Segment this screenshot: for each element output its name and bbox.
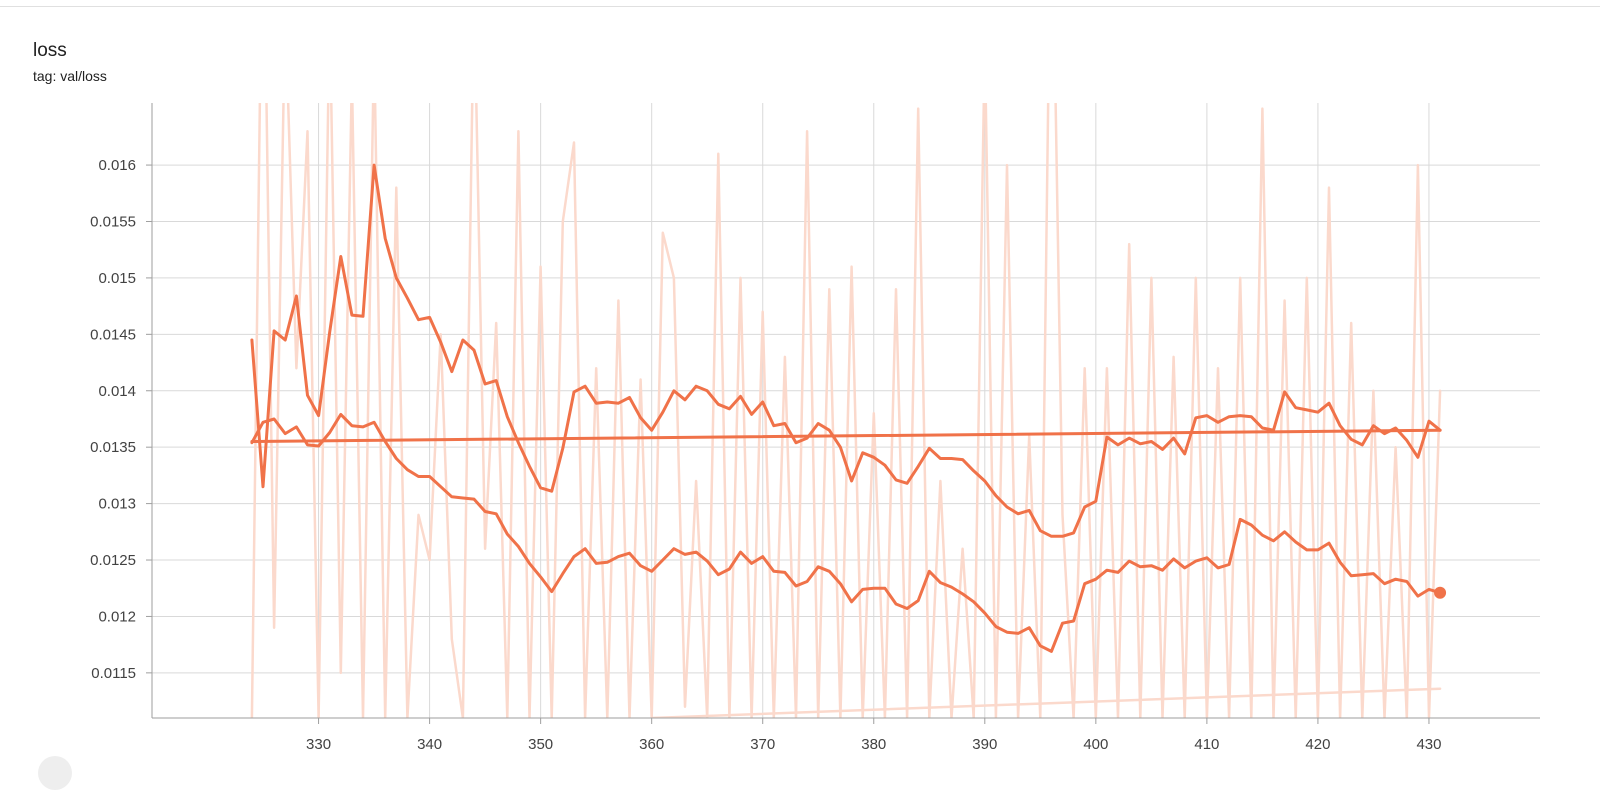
y-tick-label-3: 0.013 xyxy=(98,496,136,513)
y-tick-label-2: 0.0125 xyxy=(90,552,136,569)
y-tick-label-7: 0.015 xyxy=(98,270,136,287)
smoothed-series-line-1 xyxy=(250,412,1442,653)
y-tick-label-1: 0.012 xyxy=(98,608,136,625)
x-tick-label-410: 410 xyxy=(1194,736,1219,753)
loss-chart[interactable]: 330 340 350 360 370 380 390 400 410 420 430 0.0115 0… xyxy=(0,0,1600,774)
x-tick-label-430: 430 xyxy=(1416,736,1441,753)
y-tick-label-6: 0.0145 xyxy=(90,326,136,343)
x-tick-label-340: 340 xyxy=(417,736,442,753)
y-tick-label-8: 0.0155 xyxy=(90,213,136,230)
x-tick-label-360: 360 xyxy=(639,736,664,753)
last-point-marker xyxy=(1434,586,1447,599)
x-tick-label-350: 350 xyxy=(528,736,553,753)
x-tick-label-330: 330 xyxy=(306,736,331,753)
smoothed-series-line-0 xyxy=(250,163,1442,538)
last-point-group xyxy=(1434,586,1447,599)
raw-series-group xyxy=(250,103,1442,718)
y-tick-label-9: 0.016 xyxy=(98,157,136,174)
axes xyxy=(146,103,1540,724)
chart-tag: tag: val/loss xyxy=(33,68,107,84)
x-tick-label-380: 380 xyxy=(861,736,886,753)
raw-series-line-4 xyxy=(650,687,1442,718)
chart-title: loss xyxy=(33,40,67,61)
x-tick-label-400: 400 xyxy=(1083,736,1108,753)
smoothed-series-line-2 xyxy=(250,428,1442,443)
x-tick-label-420: 420 xyxy=(1305,736,1330,753)
smoothed-series-group xyxy=(250,163,1442,653)
x-tick-label-370: 370 xyxy=(750,736,775,753)
raw-series-line-3 xyxy=(250,103,1442,718)
y-tick-label-4: 0.0135 xyxy=(90,439,136,456)
x-tick-label-390: 390 xyxy=(972,736,997,753)
fit-domain-button[interactable] xyxy=(38,756,72,790)
y-tick-label-0: 0.0115 xyxy=(91,665,136,682)
tick-labels: 330 340 350 360 370 380 390 400 410 420 430 0.0115 0… xyxy=(90,157,1441,753)
y-tick-label-5: 0.014 xyxy=(98,383,136,400)
